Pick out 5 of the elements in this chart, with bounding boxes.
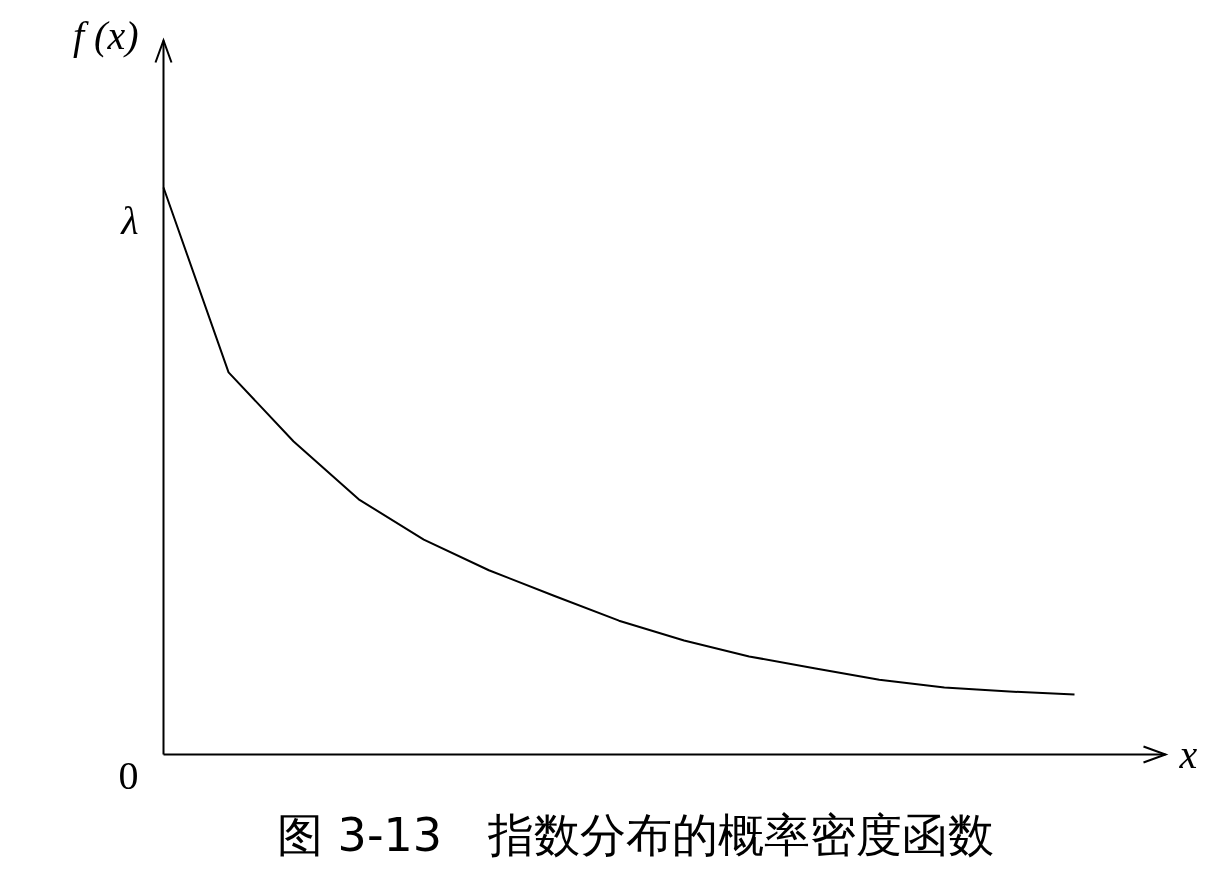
text: λ <box>120 198 139 243</box>
text: 0 <box>118 752 139 798</box>
text: 图 3-13 指数分布的概率密度函数 <box>276 807 995 862</box>
y-axis-title: f (x) <box>72 13 139 58</box>
x-axis-title: x <box>1178 732 1198 777</box>
